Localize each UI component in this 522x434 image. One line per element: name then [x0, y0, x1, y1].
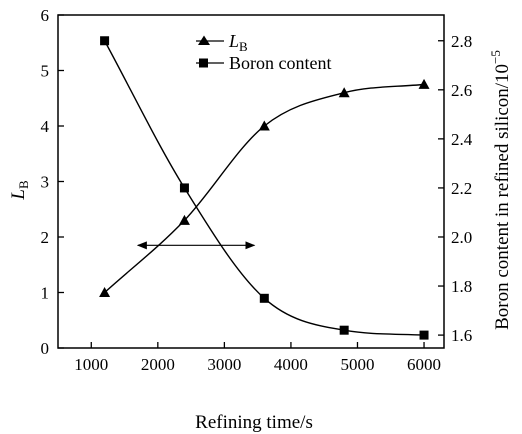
x-tick-label: 1000: [74, 355, 108, 374]
y-axis-right-ticks: 1.6 1.8 2.0 2.2 2.4 2.6 2.8: [438, 32, 473, 345]
y-left-tick-label: 3: [41, 173, 50, 192]
series-layer: [99, 36, 429, 339]
y-left-tick-label: 6: [41, 6, 50, 25]
legend-label-lb-subscript: B: [239, 39, 248, 54]
square-marker-icon: [199, 59, 208, 68]
x-tick-label: 2000: [141, 355, 175, 374]
y-right-tick-label: 2.4: [451, 130, 473, 149]
legend-entry-boron: Boron content: [196, 53, 331, 73]
y-right-tick-label: 1.8: [451, 277, 472, 296]
series-point-square: [100, 36, 109, 45]
y-left-tick-label: 2: [41, 228, 50, 247]
y-right-tick-label: 1.6: [451, 326, 472, 345]
y-axis-right-label-exponent: −5: [488, 50, 503, 64]
series-point-triangle: [259, 121, 270, 131]
legend-entry-lb: LB: [196, 31, 248, 54]
y-right-tick-label: 2.0: [451, 228, 472, 247]
x-tick-label: 3000: [207, 355, 241, 374]
series-point-square: [180, 183, 189, 192]
series-point-square: [260, 294, 269, 303]
series-point-triangle: [419, 79, 430, 89]
y-axis-left-ticks: 0 1 2 3 4 5 6: [41, 6, 65, 358]
x-tick-label: 5000: [340, 355, 374, 374]
legend-label-lb: LB: [228, 31, 248, 54]
triangle-marker-icon: [198, 36, 210, 46]
y-right-tick-label: 2.8: [451, 32, 472, 51]
y-axis-right-label-main: Boron content in refined silicon/10: [492, 64, 513, 330]
y-axis-left-label-subscript: B: [16, 180, 31, 189]
y-axis-right-label: Boron content in refined silicon/10−5: [488, 50, 513, 330]
series-line-1: [105, 41, 424, 335]
y-axis-left-label: LB: [8, 180, 31, 201]
series-point-square: [420, 331, 429, 340]
x-tick-label: 4000: [274, 355, 308, 374]
y-right-tick-label: 2.6: [451, 81, 472, 100]
x-axis-label: Refining time/s: [195, 412, 313, 433]
legend-label-lb-main: L: [228, 31, 239, 51]
series-line-0: [105, 84, 424, 292]
y-right-tick-label: 2.2: [451, 179, 472, 198]
y-left-tick-label: 1: [41, 284, 50, 303]
y-axis-left-label-main: L: [8, 189, 29, 201]
y-left-tick-label: 0: [41, 339, 50, 358]
x-tick-label: 6000: [407, 355, 441, 374]
series-point-square: [340, 326, 349, 335]
x-axis-ticks: 1000 2000 3000 4000 5000 6000: [74, 342, 441, 374]
legend-label-boron: Boron content: [229, 53, 331, 73]
legend: LB Boron content: [196, 31, 331, 73]
y-left-tick-label: 5: [41, 62, 50, 81]
y-left-tick-label: 4: [41, 117, 50, 136]
